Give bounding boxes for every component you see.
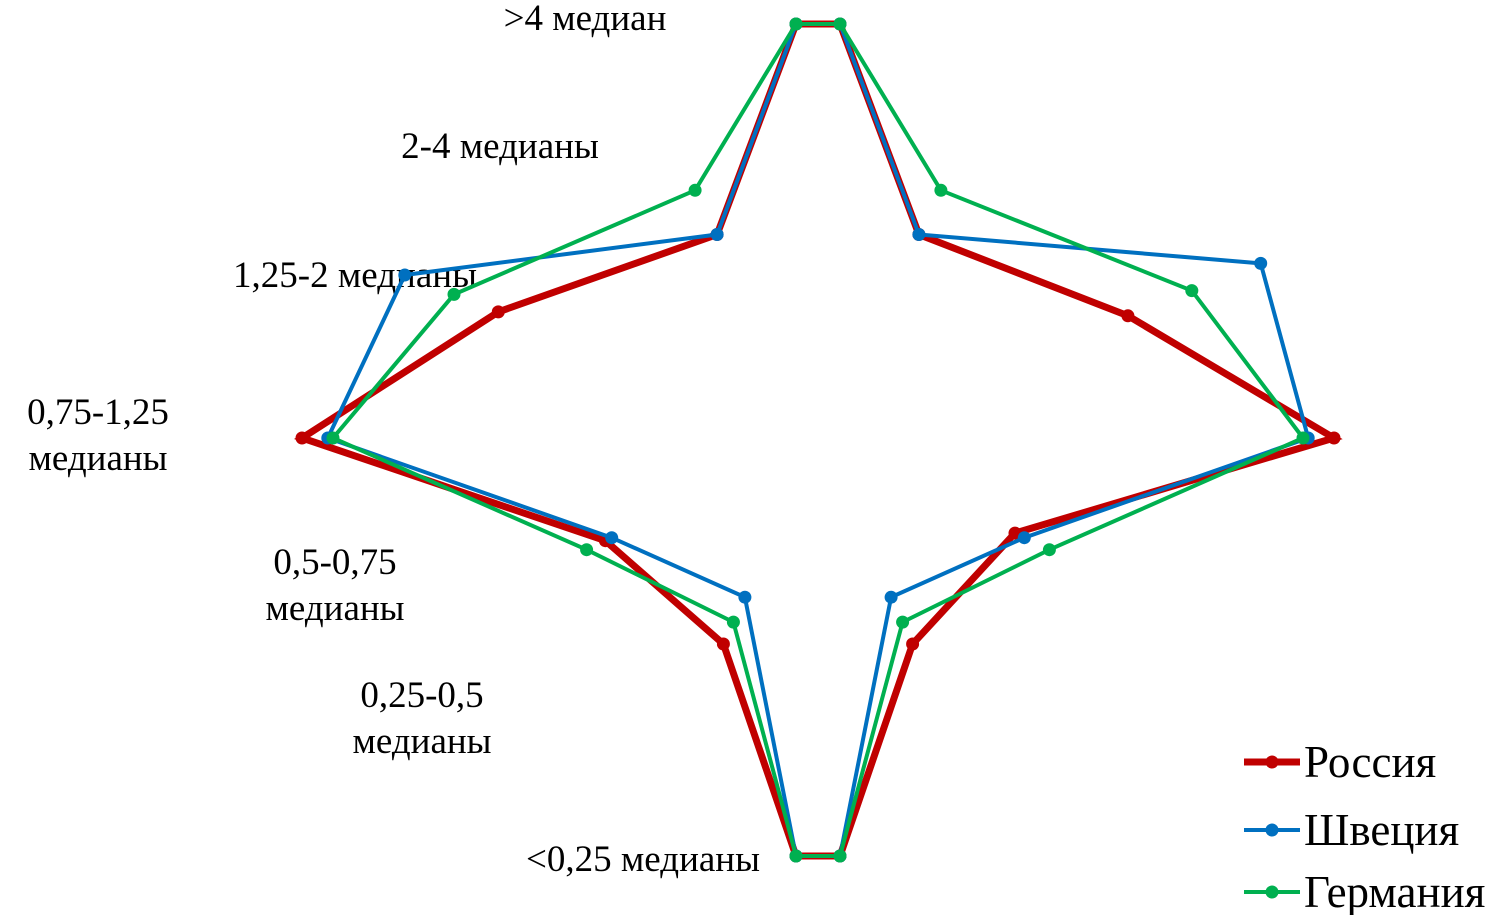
data-point (884, 590, 898, 604)
data-point (726, 615, 740, 629)
category-label-6: 0,25-0,5 медианы (352, 675, 491, 762)
data-point (1185, 284, 1199, 298)
data-point (295, 431, 309, 445)
data-point (710, 228, 724, 241)
category-label-1: >4 медиан (504, 0, 667, 39)
data-point (1296, 431, 1310, 445)
legend-label: Россия (1304, 737, 1436, 787)
legend-swatch-marker (1265, 755, 1279, 769)
data-point (934, 183, 948, 197)
data-point (833, 849, 847, 863)
data-point (1121, 309, 1135, 323)
data-point (491, 305, 505, 319)
legend-label: Швеция (1304, 805, 1459, 855)
legend-item-2: Швеция (1244, 805, 1459, 855)
category-label-4: 0,75-1,25 медианы (27, 392, 169, 479)
data-point (912, 228, 926, 241)
legend-swatch-marker (1265, 885, 1279, 899)
data-point (1042, 543, 1056, 557)
legend-item-3: Германия (1244, 867, 1485, 915)
data-point (447, 287, 461, 301)
data-point (580, 543, 594, 557)
data-point (1254, 256, 1268, 270)
series-3 (326, 17, 1310, 863)
category-label-5: 0,5-0,75 медианы (265, 542, 404, 629)
legend: Россия Швеция Германия (1244, 737, 1485, 915)
category-label-2: 2-4 медианы (401, 126, 599, 167)
data-point (1327, 431, 1341, 445)
category-label-7: <0,25 медианы (526, 839, 760, 880)
data-point (688, 183, 702, 197)
legend-label: Германия (1304, 867, 1485, 915)
data-point (738, 590, 752, 604)
data-point (833, 17, 847, 31)
data-point (896, 615, 910, 629)
category-label-3: 1,25-2 медианы (233, 255, 477, 296)
data-point (398, 268, 412, 282)
legend-item-1: Россия (1244, 737, 1436, 787)
data-point (906, 637, 920, 651)
data-point (326, 431, 340, 445)
data-point (605, 531, 619, 545)
data-point (789, 849, 803, 863)
legend-swatch-marker (1265, 823, 1279, 837)
series-lines (293, 17, 1343, 863)
data-point (789, 17, 803, 31)
data-point (716, 637, 730, 651)
data-point (1017, 531, 1031, 545)
category-labels: >4 медиан 2-4 медианы 1,25-2 медианы 0,75-1… (27, 0, 760, 880)
